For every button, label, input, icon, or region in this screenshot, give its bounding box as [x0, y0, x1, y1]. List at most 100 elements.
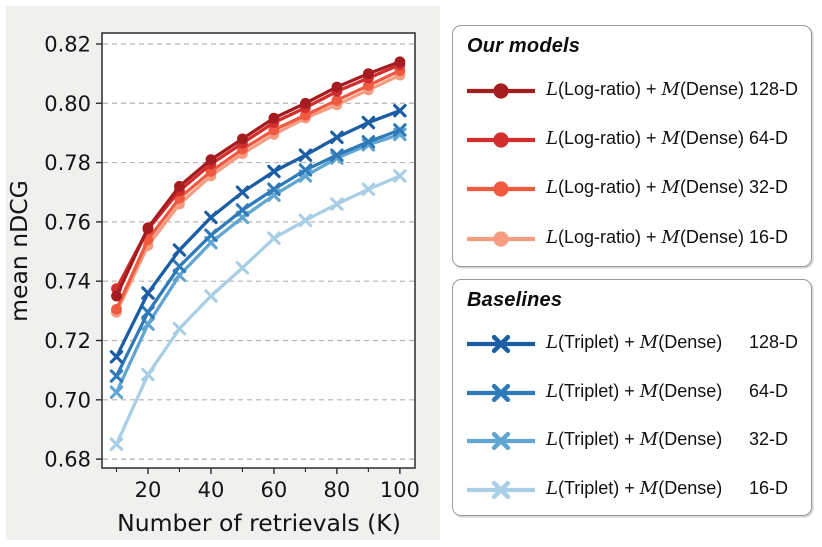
legend-item-dimension: 16-D	[749, 478, 789, 498]
data-point-circle	[268, 124, 280, 136]
legend-item-dimension: 128-D	[749, 79, 799, 99]
y-tick-label: 0.80	[44, 92, 91, 116]
data-point-x	[172, 243, 187, 257]
data-point-x	[204, 210, 218, 225]
x-marker-icon	[467, 334, 535, 354]
legend-item-dimension: 16-D	[749, 227, 789, 247]
legend-item: L(Log-ratio) + M(Dense) 16-D	[453, 225, 811, 253]
x-marker-icon	[467, 383, 535, 403]
data-point-x	[298, 148, 313, 162]
data-point-circle	[237, 133, 248, 145]
legend-item-dimension: 64-D	[749, 381, 789, 401]
data-point-x	[172, 259, 187, 274]
plot-border	[101, 32, 416, 469]
data-point-x	[361, 135, 376, 149]
data-point-x	[109, 350, 124, 364]
x-tick-label: 80	[324, 478, 351, 502]
data-point-x	[204, 228, 218, 242]
legend-item: L(Triplet) + M(Dense) 32-D	[453, 427, 811, 455]
x-tick-label: 100	[380, 478, 420, 502]
legend-item: L(Triplet) + M(Dense) 64-D	[453, 379, 811, 407]
data-point-x	[330, 148, 344, 162]
y-tick-label: 0.78	[44, 151, 91, 175]
series-line	[114, 132, 402, 395]
data-point-circle	[331, 94, 343, 106]
legend-item-label: L(Triplet) + M(Dense)	[546, 332, 723, 353]
y-tick-label: 0.76	[44, 210, 91, 234]
data-point-x	[141, 305, 155, 320]
data-point-x	[235, 185, 250, 199]
y-axis-label: mean nDCG	[5, 180, 33, 322]
legend-item-dimension: 32-D	[749, 429, 789, 449]
legend-title-baselines: Baselines	[467, 289, 563, 311]
data-point-circle	[142, 222, 154, 234]
y-tick-label: 0.82	[44, 32, 91, 56]
series-line	[114, 63, 402, 291]
x-tick-label: 60	[261, 478, 288, 502]
series-line	[114, 109, 402, 359]
legend-item-dimension: 32-D	[749, 177, 789, 197]
legend-item-label: L(Log-ratio) + M(Dense)	[546, 177, 744, 198]
legend-item-label: L(Triplet) + M(Dense)	[546, 429, 723, 450]
y-tick-label: 0.72	[44, 329, 91, 353]
legend-item-label: L(Log-ratio) + M(Dense)	[546, 128, 744, 149]
data-point-circle	[362, 68, 374, 80]
data-point-circle	[331, 81, 343, 93]
data-point-x	[330, 197, 344, 211]
circle-marker-icon	[467, 132, 535, 148]
y-tick-label: 0.68	[44, 448, 91, 472]
y-tick-label: 0.70	[44, 388, 91, 412]
data-point-x	[172, 321, 187, 336]
legend-title-our-models: Our models	[467, 35, 581, 57]
x-tick-label: 20	[135, 478, 162, 502]
legend-item: L(Log-ratio) + M(Dense) 128-D	[453, 77, 811, 105]
data-point-x	[235, 261, 250, 275]
data-point-circle	[205, 166, 217, 177]
data-point-x	[298, 163, 313, 177]
data-point-x	[361, 115, 376, 130]
data-point-circle	[300, 97, 311, 109]
data-point-x	[109, 437, 124, 452]
data-point-x	[141, 367, 155, 382]
data-point-circle	[205, 154, 217, 166]
legend-item: L(Triplet) + M(Dense) 128-D	[453, 330, 811, 358]
data-point-x	[109, 385, 124, 400]
data-point-x	[393, 103, 407, 118]
data-point-circle	[300, 109, 311, 121]
data-point-x	[204, 289, 218, 303]
data-point-circle	[268, 112, 280, 124]
data-point-circle	[111, 303, 122, 315]
data-point-circle	[111, 290, 122, 302]
x-tick-label: 40	[198, 478, 225, 502]
legend-item: L(Log-ratio) + M(Dense) 32-D	[453, 175, 811, 203]
legend-item-dimension: 128-D	[749, 332, 799, 352]
legend-item-label: L(Triplet) + M(Dense)	[546, 381, 723, 402]
data-point-x	[267, 164, 281, 179]
data-point-x	[298, 213, 313, 228]
data-point-x	[109, 369, 124, 383]
legend-item: L(Triplet) + M(Dense) 16-D	[453, 476, 811, 504]
circle-marker-icon	[467, 231, 535, 247]
data-point-x	[330, 130, 344, 145]
legend-item: L(Log-ratio) + M(Dense) 64-D	[453, 126, 811, 154]
data-point-x	[267, 182, 281, 197]
legend-our-models: Our models L(Log-ratio) + M(Dense) 128-D L…	[452, 25, 812, 267]
data-point-x	[267, 231, 281, 245]
data-point-circle	[362, 80, 374, 91]
data-point-x	[393, 123, 407, 137]
data-point-x	[235, 203, 250, 217]
x-marker-icon	[467, 480, 535, 500]
data-point-x	[141, 317, 155, 331]
series-line	[114, 73, 402, 314]
series-line	[114, 60, 402, 298]
legend-item-label: L(Log-ratio) + M(Dense)	[546, 227, 744, 248]
legend-item-label: L(Triplet) + M(Dense)	[546, 478, 723, 499]
circle-marker-icon	[467, 83, 535, 99]
series-line	[114, 69, 402, 312]
data-point-x	[141, 286, 155, 300]
series-line	[114, 128, 402, 378]
ndcg-line-chart: 0.68 0.70 0.72 0.74 0.76 0.78 0.80 0.82 20 40 60 80…	[5, 32, 420, 537]
circle-marker-icon	[467, 181, 535, 197]
x-axis-label: Number of retrievals (K)	[117, 509, 401, 537]
legend-item-label: L(Log-ratio) + M(Dense)	[546, 79, 744, 100]
